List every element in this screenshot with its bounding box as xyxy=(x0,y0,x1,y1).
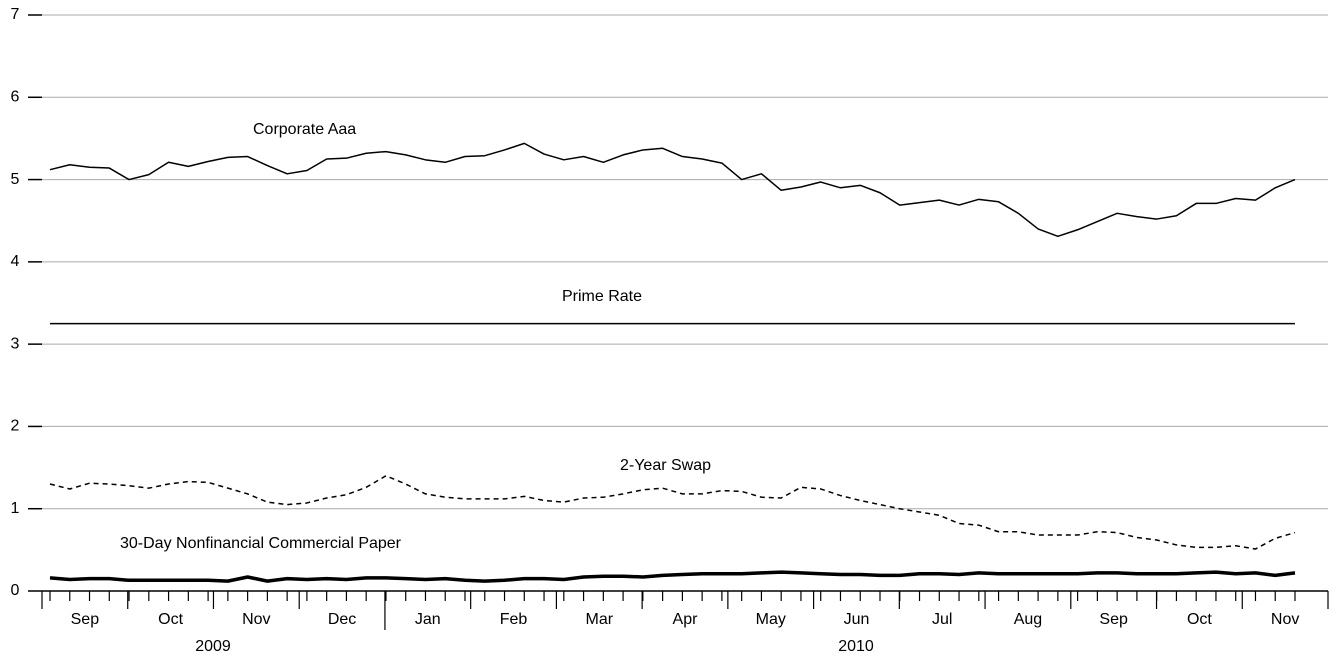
year-label: 2010 xyxy=(838,638,874,655)
x-tick-label: Oct xyxy=(158,611,183,628)
x-tick-label: Nov xyxy=(242,611,270,628)
series-line xyxy=(49,475,1296,550)
x-tick-label: Dec xyxy=(328,611,356,628)
y-tick-label: 3 xyxy=(11,335,20,352)
x-tick-label: Mar xyxy=(585,611,613,628)
series-label: 2-Year Swap xyxy=(620,457,711,474)
x-tick-label: Jul xyxy=(932,611,952,628)
y-tick-label: 0 xyxy=(11,582,20,599)
x-tick-label: Feb xyxy=(500,611,528,628)
series-line xyxy=(49,142,1296,238)
y-tick-label: 1 xyxy=(11,500,20,517)
series-label: 30-Day Nonfinancial Commercial Paper xyxy=(120,535,402,552)
y-tick-label: 6 xyxy=(11,89,20,106)
x-tick-label: Jan xyxy=(415,611,441,628)
y-tick-label: 2 xyxy=(11,418,20,435)
x-tick-label: Apr xyxy=(673,611,699,628)
x-tick-label: Oct xyxy=(1187,611,1212,628)
series-label: Prime Rate xyxy=(562,288,642,305)
x-tick-label: Sep xyxy=(1099,611,1128,628)
x-tick-label: Jun xyxy=(844,611,870,628)
y-tick-label: 4 xyxy=(11,253,20,270)
x-tick-label: Aug xyxy=(1014,611,1042,628)
x-tick-label: Sep xyxy=(71,611,100,628)
x-tick-label: Nov xyxy=(1271,611,1299,628)
series-label: Corporate Aaa xyxy=(253,121,356,138)
x-tick-label: May xyxy=(756,611,786,628)
year-label: 2009 xyxy=(195,638,231,655)
y-tick-label: 5 xyxy=(11,171,20,188)
y-tick-label: 7 xyxy=(11,6,20,23)
series-line xyxy=(49,570,1296,583)
